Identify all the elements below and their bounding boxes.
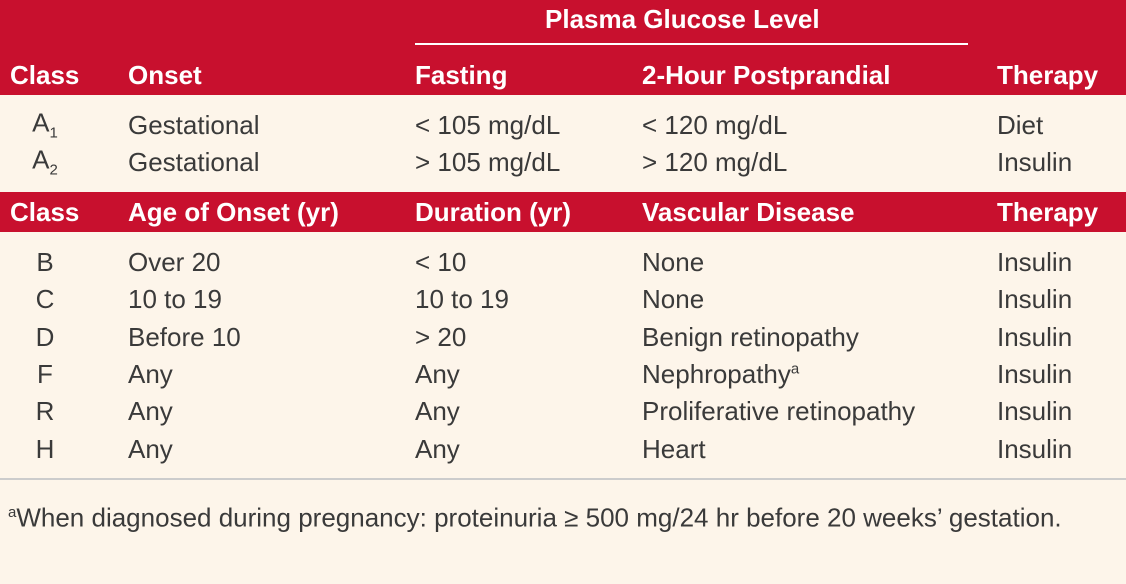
column-header: Onset (128, 60, 202, 90)
cell: Benign retinopathy (642, 321, 859, 352)
class-subscript: 1 (49, 124, 58, 142)
column-header: 2-Hour Postprandial (642, 60, 891, 90)
cell: Insulin (997, 433, 1073, 464)
cell: Gestational (128, 147, 260, 177)
class-letter: A (32, 144, 50, 175)
cell: Any (415, 433, 460, 464)
cell: Insulin (997, 358, 1073, 389)
cell: Over 20 (128, 247, 221, 277)
cell: Any (128, 433, 173, 464)
cell: None (642, 247, 705, 277)
group-header: Plasma Glucose Level (545, 4, 820, 34)
class-cell: C (10, 286, 80, 312)
class-letter: F (37, 358, 53, 389)
column-header: Age of Onset (yr) (128, 197, 339, 227)
header-band (0, 0, 1126, 95)
cell: Insulin (997, 147, 1073, 177)
cell: Any (128, 396, 173, 427)
cell: Insulin (997, 396, 1073, 427)
cell: > 120 mg/dL (642, 147, 788, 177)
footnote-text: When diagnosed during pregnancy: protein… (16, 502, 1062, 533)
column-header: Duration (yr) (415, 197, 571, 227)
cell: < 105 mg/dL (415, 110, 561, 140)
cell: Any (415, 358, 460, 389)
cell: Any (415, 396, 460, 427)
cell: Insulin (997, 247, 1073, 277)
class-cell: A2 (10, 146, 80, 177)
column-header: Class (10, 197, 80, 227)
cell: > 20 (415, 321, 467, 352)
cell: Heart (642, 433, 706, 464)
class-subscript: 2 (49, 161, 58, 179)
cell: < 10 (415, 247, 467, 277)
header-band (0, 192, 1126, 232)
class-cell: H (10, 436, 80, 462)
cell: Diet (997, 110, 1044, 140)
cell: Before 10 (128, 321, 241, 352)
note-marker: a (790, 360, 800, 378)
footnote-marker: a (8, 504, 17, 521)
cell: Gestational (128, 110, 260, 140)
group-rule (415, 43, 968, 45)
class-letter: H (35, 433, 55, 464)
cell: Any (128, 358, 173, 389)
cell: Insulin (997, 321, 1073, 352)
class-letter: D (35, 321, 55, 352)
footnote-rule (0, 478, 1126, 480)
footnote: aWhen diagnosed during pregnancy: protei… (8, 496, 1088, 535)
column-header: Vascular Disease (642, 197, 855, 227)
column-header: Therapy (997, 60, 1099, 90)
class-letter: C (35, 284, 55, 315)
cell: None (642, 284, 705, 315)
class-cell: B (10, 249, 80, 275)
cell: > 105 mg/dL (415, 147, 561, 177)
class-cell: D (10, 324, 80, 350)
column-header: Therapy (997, 197, 1099, 227)
cell: < 120 mg/dL (642, 110, 788, 140)
cell: Proliferative retinopathy (642, 396, 916, 427)
cell: Insulin (997, 284, 1073, 315)
class-letter: A (32, 107, 50, 138)
cell: Nephropathya (642, 358, 800, 389)
class-cell: R (10, 398, 80, 424)
class-letter: R (35, 396, 55, 427)
column-header: Fasting (415, 60, 508, 90)
cell: 10 to 19 (128, 284, 222, 315)
class-cell: F (10, 361, 80, 387)
cell: 10 to 19 (415, 284, 509, 315)
class-letter: B (36, 247, 54, 277)
column-header: Class (10, 60, 80, 90)
class-cell: A1 (10, 109, 80, 140)
